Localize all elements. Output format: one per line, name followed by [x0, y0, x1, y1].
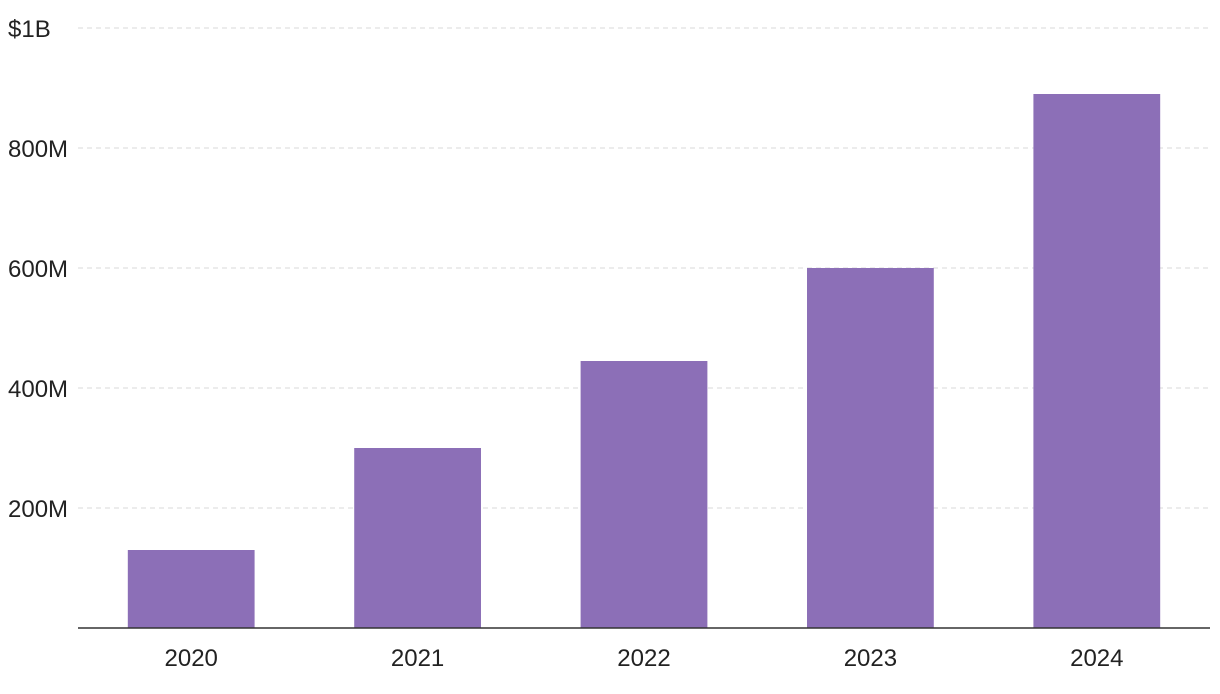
y-tick-label: $1B — [8, 16, 51, 43]
y-tick-label: 200M — [8, 496, 68, 523]
x-tick-label: 2023 — [844, 645, 897, 672]
bar-2024 — [1033, 94, 1161, 628]
x-tick-label: 2020 — [165, 645, 218, 672]
y-tick-label: 600M — [8, 256, 68, 283]
bar-2020 — [127, 550, 255, 628]
y-tick-label: 400M — [8, 376, 68, 403]
x-tick-label: 2021 — [391, 645, 444, 672]
y-axis-tick-labels: 200M 400M 600M 800M $1B — [8, 16, 68, 523]
x-tick-label: 2024 — [1070, 645, 1123, 672]
bar-2023 — [807, 268, 934, 628]
x-tick-label: 2022 — [617, 645, 670, 672]
bar-2022 — [580, 361, 708, 628]
x-axis-tick-labels: 2020 2021 2022 2023 2024 — [165, 645, 1124, 672]
y-tick-label: 800M — [8, 136, 68, 163]
bars — [127, 94, 1161, 628]
bar-2021 — [354, 448, 481, 628]
